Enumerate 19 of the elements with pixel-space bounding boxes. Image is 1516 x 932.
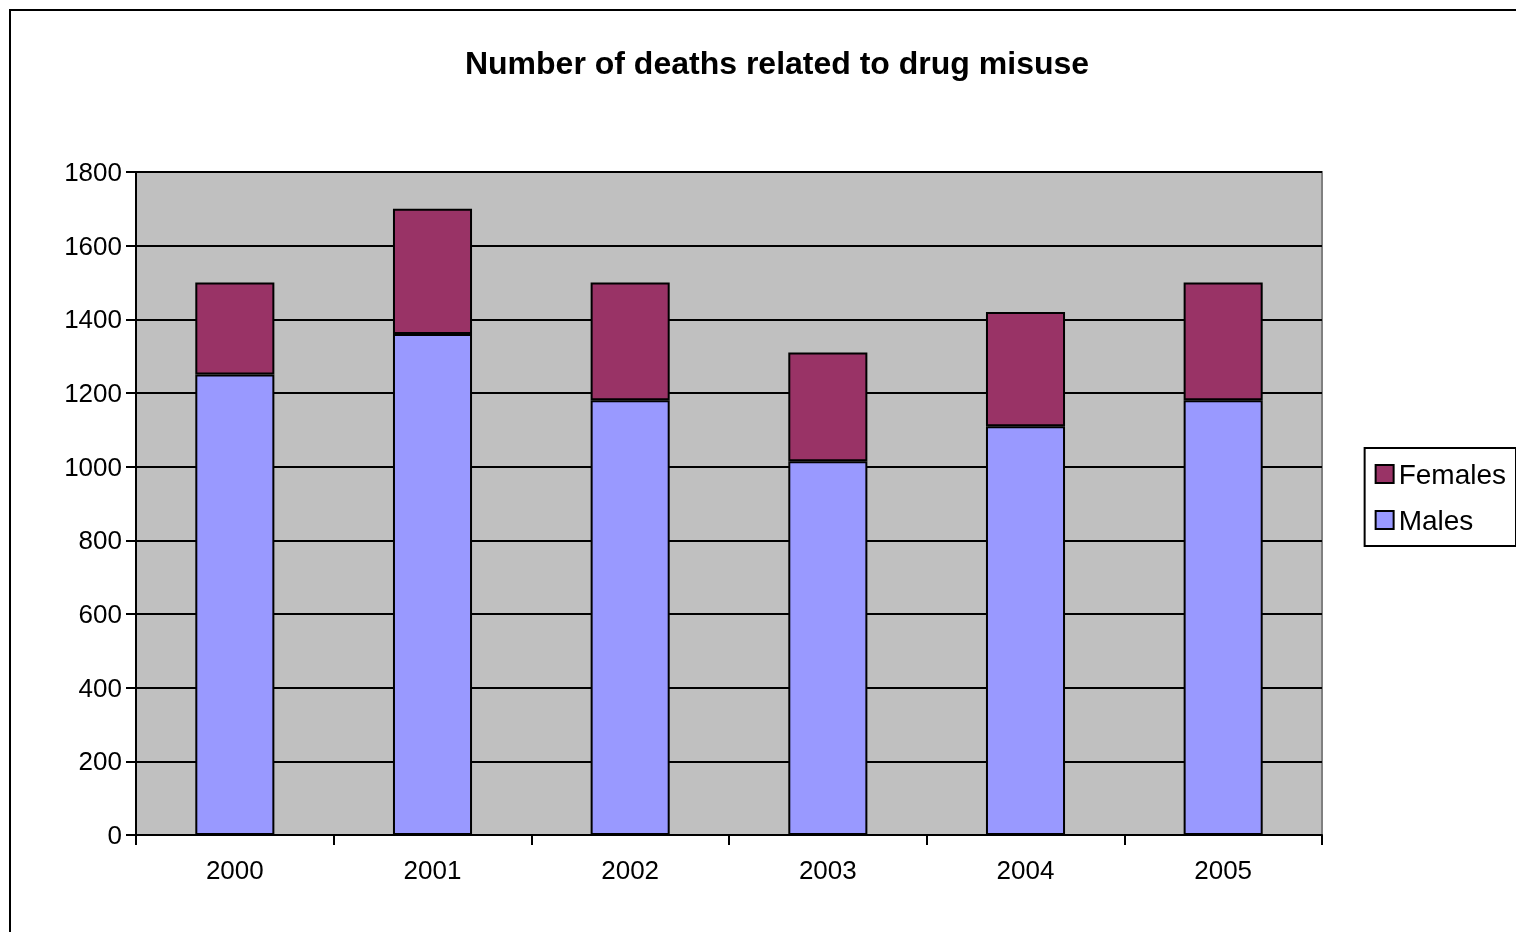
legend-label: Males <box>1398 504 1474 536</box>
y-tick-label: 200 <box>78 746 122 777</box>
y-tick-label: 1600 <box>64 230 122 261</box>
y-tick-label: 1800 <box>64 157 122 187</box>
x-tick-label: 2002 <box>601 855 660 885</box>
legend-label: Females <box>1398 458 1507 490</box>
y-tick-label: 400 <box>78 672 122 703</box>
y-tick-label: 1400 <box>64 304 122 335</box>
y-tick-label: 1200 <box>64 378 122 408</box>
y-tick-label: 800 <box>78 525 122 556</box>
chart-title: Number of deaths related to drug misuse <box>464 45 1090 81</box>
x-tick-label: 2000 <box>205 855 264 885</box>
x-tick-label: 2001 <box>403 855 462 885</box>
x-tick-label: 2005 <box>1194 855 1253 885</box>
y-tick-label: 600 <box>78 599 122 629</box>
y-tick-label: 1000 <box>64 451 122 482</box>
y-tick-label: 0 <box>107 820 122 850</box>
x-tick-label: 2004 <box>996 855 1055 885</box>
x-tick-label: 2003 <box>798 855 857 885</box>
